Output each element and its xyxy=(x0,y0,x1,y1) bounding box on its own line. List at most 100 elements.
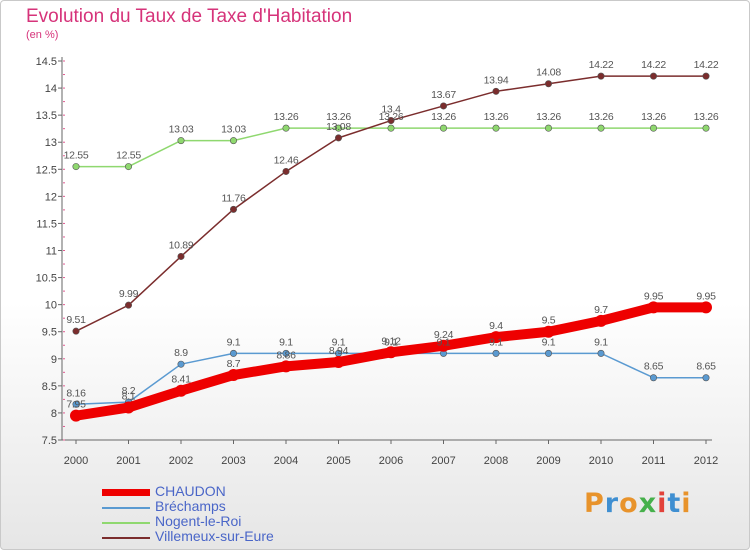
data-point xyxy=(125,163,133,171)
data-point xyxy=(334,124,342,132)
data-label: 8.41 xyxy=(171,374,191,386)
y-tick-label: 14.5 xyxy=(36,56,57,68)
data-point xyxy=(70,409,82,422)
data-label: 13.26 xyxy=(379,111,404,123)
data-label: 9.1 xyxy=(279,336,293,348)
data-label: 8.65 xyxy=(696,361,716,373)
data-point xyxy=(280,360,292,373)
y-tick-label: 10.5 xyxy=(36,273,57,285)
data-label: 14.08 xyxy=(536,67,561,79)
x-tick-label: 2008 xyxy=(484,455,508,467)
y-tick-label: 8.5 xyxy=(42,381,57,393)
logo-letter: P xyxy=(584,488,605,519)
data-point xyxy=(702,124,710,132)
data-point xyxy=(439,124,447,132)
series-line-chaudon xyxy=(71,302,711,421)
data-label: 8.2 xyxy=(122,385,136,397)
data-point xyxy=(125,301,133,309)
data-label: 12.55 xyxy=(64,150,89,162)
data-point xyxy=(230,349,238,357)
legend-swatch-villemeux xyxy=(102,537,150,539)
data-point xyxy=(334,134,342,142)
data-label: 9.4 xyxy=(489,320,503,332)
data-label: 9.1 xyxy=(594,336,608,348)
data-label: 8.94 xyxy=(329,345,349,357)
legend: CHAUDON Bréchamps Nogent-le-Roi Villemeu… xyxy=(102,483,362,545)
data-point xyxy=(595,314,607,327)
x-tick-label: 2001 xyxy=(116,455,140,467)
logo-letter: x xyxy=(638,488,658,519)
data-point xyxy=(542,325,555,338)
data-label: 9.7 xyxy=(594,304,608,316)
proxiti-logo: Proxiti xyxy=(584,488,692,519)
legend-label-chaudon: CHAUDON xyxy=(155,483,226,499)
data-label: 8.86 xyxy=(276,349,296,361)
data-point xyxy=(175,384,187,397)
data-label: 9.1 xyxy=(542,336,556,348)
x-tick-label: 2002 xyxy=(169,455,193,467)
data-label: 13.26 xyxy=(694,111,719,123)
data-point xyxy=(282,349,290,357)
data-label: 14.22 xyxy=(694,59,719,71)
legend-swatch-brechamps xyxy=(102,507,150,509)
x-tick-label: 2011 xyxy=(642,455,666,467)
x-tick-label: 2009 xyxy=(536,455,560,467)
data-point xyxy=(647,301,660,314)
data-label: 13.26 xyxy=(536,111,561,123)
legend-item-chaudon: CHAUDON xyxy=(102,483,362,500)
data-label: 13.94 xyxy=(484,74,509,86)
x-tick-label: 2010 xyxy=(589,455,613,467)
data-label: 8.1 xyxy=(122,391,136,403)
legend-label-brechamps: Bréchamps xyxy=(155,498,226,514)
legend-swatch-chaudon xyxy=(102,489,150,496)
data-label: 8.16 xyxy=(66,387,86,399)
data-label: 9.1 xyxy=(332,336,346,348)
data-label: 9.99 xyxy=(119,288,139,300)
y-tick-label: 12 xyxy=(45,191,57,203)
y-tick-label: 9 xyxy=(51,354,57,366)
data-label: 7.95 xyxy=(66,399,86,411)
x-tick-label: 2012 xyxy=(694,455,718,467)
data-label: 10.89 xyxy=(169,239,194,251)
y-tick-label: 13 xyxy=(45,137,57,149)
x-tick-label: 2006 xyxy=(379,455,403,467)
data-label: 14.22 xyxy=(641,59,666,71)
data-label: 13.26 xyxy=(431,111,456,123)
data-point xyxy=(332,356,345,369)
data-point xyxy=(72,327,80,335)
data-label: 9.51 xyxy=(66,314,86,326)
data-label: 9.1 xyxy=(437,336,451,348)
data-point xyxy=(227,369,240,382)
data-point xyxy=(387,117,395,125)
data-point xyxy=(177,252,185,260)
logo-letter: o xyxy=(619,488,639,519)
data-label: 8.9 xyxy=(174,347,188,359)
data-point xyxy=(282,124,290,132)
data-point xyxy=(282,167,290,175)
logo-letter: t xyxy=(667,488,682,519)
logo-letter: i xyxy=(681,488,692,519)
data-point xyxy=(230,205,238,213)
legend-swatch-nogent xyxy=(102,522,150,524)
data-point xyxy=(492,349,500,357)
data-point xyxy=(597,349,605,357)
data-point xyxy=(702,72,710,80)
data-label: 9.24 xyxy=(434,329,454,341)
data-label: 9.95 xyxy=(644,290,664,302)
data-label: 12.55 xyxy=(116,150,141,162)
legend-item-brechamps: Bréchamps xyxy=(102,498,362,515)
logo-letter: r xyxy=(604,488,620,519)
data-label: 8.7 xyxy=(227,358,241,370)
data-point xyxy=(649,374,657,382)
unit-label: (en %) xyxy=(26,29,59,41)
x-tick-label: 2003 xyxy=(221,455,245,467)
data-point xyxy=(122,401,135,414)
data-label: 9.12 xyxy=(381,335,401,347)
data-label: 9.1 xyxy=(227,336,241,348)
x-tick-label: 2000 xyxy=(64,455,88,467)
x-tick-label: 2007 xyxy=(431,455,455,467)
data-point xyxy=(544,80,552,88)
data-label: 12.46 xyxy=(274,154,299,166)
data-label: 13.08 xyxy=(326,121,351,133)
